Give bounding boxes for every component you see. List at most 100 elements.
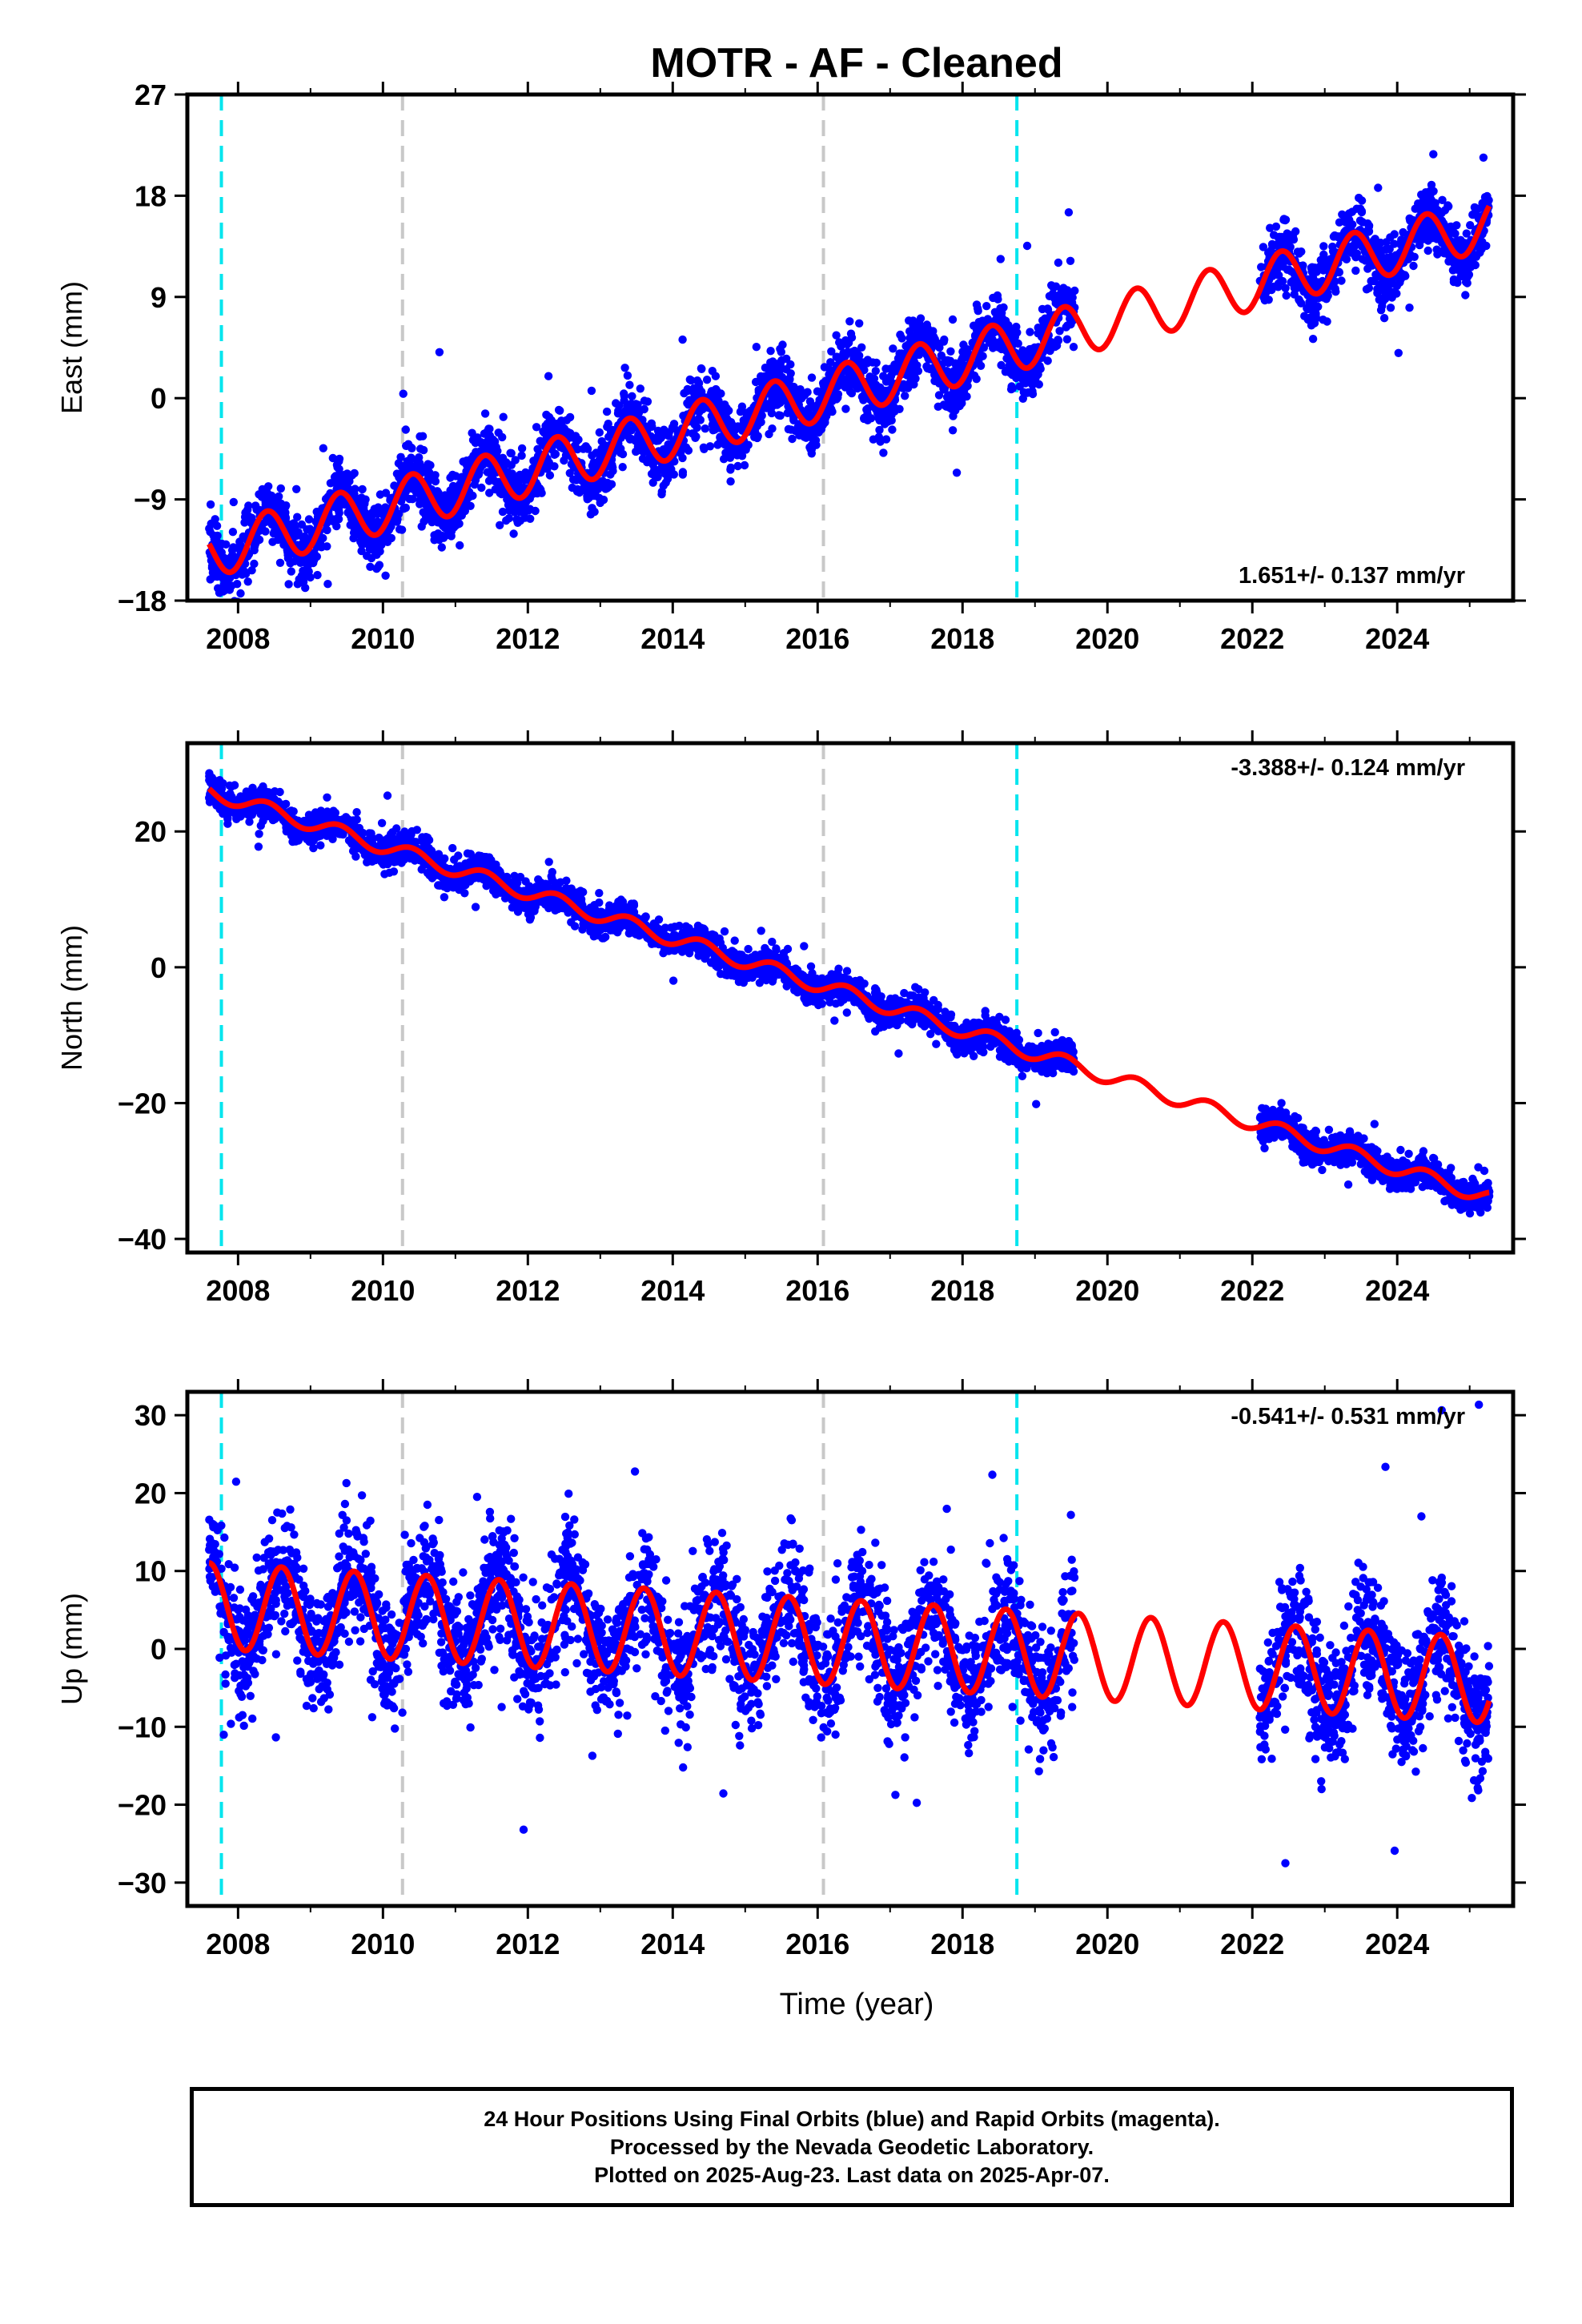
data-point bbox=[406, 456, 415, 465]
data-point bbox=[717, 389, 725, 398]
data-point bbox=[539, 427, 548, 436]
data-point bbox=[814, 427, 824, 436]
data-point bbox=[678, 468, 688, 476]
data-point bbox=[347, 514, 356, 524]
data-point bbox=[335, 501, 344, 510]
data-point bbox=[648, 478, 657, 487]
data-point bbox=[276, 499, 286, 508]
data-point bbox=[1351, 266, 1360, 275]
data-point bbox=[435, 348, 444, 356]
data-point bbox=[1319, 242, 1328, 251]
data-point bbox=[659, 481, 668, 490]
data-point bbox=[857, 343, 866, 352]
data-point bbox=[244, 501, 253, 510]
data-point bbox=[213, 572, 222, 581]
data-point bbox=[963, 345, 972, 354]
data-point bbox=[1449, 277, 1459, 287]
data-point bbox=[897, 334, 906, 343]
data-point bbox=[210, 535, 219, 544]
data-point bbox=[982, 317, 991, 326]
data-point bbox=[287, 520, 295, 529]
data-point bbox=[588, 504, 596, 513]
data-point bbox=[1274, 279, 1283, 288]
data-point bbox=[566, 428, 575, 438]
data-point bbox=[866, 414, 876, 423]
data-point bbox=[426, 475, 435, 485]
data-point bbox=[522, 474, 532, 483]
data-point bbox=[1059, 283, 1068, 292]
data-point bbox=[773, 360, 782, 369]
data-point bbox=[647, 469, 656, 478]
data-point bbox=[702, 376, 712, 384]
data-point bbox=[949, 367, 958, 376]
data-point bbox=[1438, 195, 1447, 204]
data-point bbox=[483, 468, 492, 476]
data-point bbox=[661, 446, 669, 456]
data-point bbox=[292, 485, 301, 493]
data-point bbox=[753, 433, 761, 443]
data-point bbox=[776, 411, 785, 420]
data-point bbox=[370, 505, 379, 513]
data-point bbox=[556, 406, 564, 415]
data-point bbox=[889, 404, 899, 414]
data-point bbox=[1375, 296, 1384, 304]
data-point bbox=[517, 451, 526, 460]
data-point bbox=[276, 506, 285, 515]
data-point bbox=[862, 405, 871, 414]
data-point bbox=[229, 543, 238, 552]
data-point bbox=[1399, 227, 1407, 237]
data-point bbox=[430, 536, 439, 545]
data-point bbox=[1375, 280, 1384, 289]
data-point bbox=[697, 364, 706, 373]
data-point bbox=[1443, 250, 1453, 259]
data-point bbox=[939, 337, 949, 346]
y-tick-label: −18 bbox=[118, 585, 167, 617]
data-point bbox=[1297, 247, 1306, 256]
data-point bbox=[765, 370, 773, 379]
data-point bbox=[844, 338, 853, 348]
data-point bbox=[807, 373, 817, 382]
data-point bbox=[375, 547, 384, 556]
data-point bbox=[1469, 250, 1479, 259]
data-point bbox=[405, 494, 414, 504]
data-point bbox=[545, 471, 555, 480]
data-point bbox=[603, 422, 612, 432]
data-point bbox=[757, 372, 765, 381]
data-point bbox=[355, 494, 364, 504]
data-point bbox=[1050, 294, 1059, 303]
data-point bbox=[1271, 262, 1280, 271]
data-point bbox=[1070, 286, 1079, 296]
data-point bbox=[375, 561, 384, 569]
data-point bbox=[1460, 267, 1470, 276]
data-point bbox=[726, 465, 735, 474]
data-point bbox=[726, 477, 735, 486]
data-point bbox=[1329, 232, 1339, 241]
data-point bbox=[517, 444, 527, 453]
data-point bbox=[323, 580, 332, 589]
data-point bbox=[1001, 368, 1010, 376]
data-point bbox=[206, 500, 215, 509]
data-point bbox=[1379, 314, 1389, 323]
data-point bbox=[997, 360, 1006, 370]
data-point bbox=[1028, 380, 1037, 389]
data-point bbox=[1014, 339, 1022, 348]
data-point bbox=[533, 444, 542, 453]
data-point bbox=[1417, 204, 1427, 214]
data-point bbox=[477, 483, 486, 493]
data-point bbox=[1450, 259, 1459, 268]
data-point bbox=[869, 435, 878, 444]
data-point bbox=[860, 413, 869, 422]
data-point bbox=[1030, 366, 1040, 375]
data-point bbox=[592, 460, 600, 469]
data-point bbox=[381, 571, 390, 580]
data-point bbox=[1418, 191, 1427, 200]
data-point bbox=[1328, 247, 1338, 256]
data-point bbox=[484, 476, 494, 485]
data-point bbox=[296, 558, 305, 567]
data-point bbox=[1386, 233, 1395, 242]
data-point bbox=[1428, 234, 1437, 243]
data-point bbox=[261, 497, 270, 507]
data-point bbox=[1307, 263, 1316, 272]
data-point bbox=[236, 589, 245, 598]
data-point bbox=[786, 425, 796, 434]
